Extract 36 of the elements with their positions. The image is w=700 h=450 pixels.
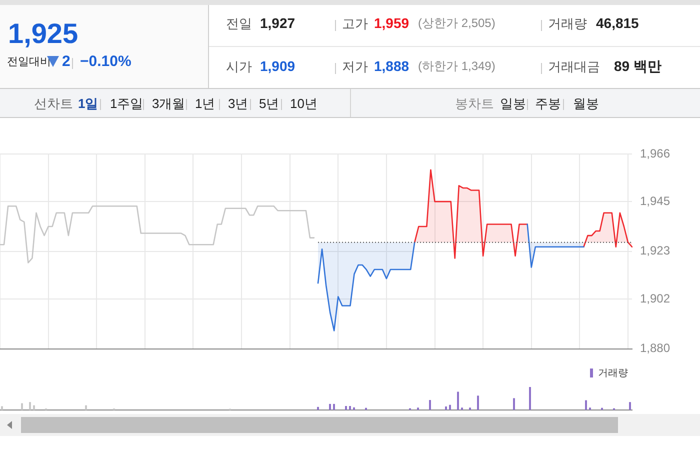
text: 고가 bbox=[342, 16, 368, 31]
text: 1,925 bbox=[8, 18, 78, 49]
text: 1주일 bbox=[110, 96, 144, 111]
y-tick-label: 1,966 bbox=[640, 146, 670, 160]
text: 46,815 bbox=[596, 15, 639, 31]
y-tick-label: 1,923 bbox=[640, 244, 670, 258]
text: 1,909 bbox=[260, 58, 296, 74]
y-tick-label: 1,945 bbox=[640, 194, 670, 208]
text: 전일대비 bbox=[7, 56, 51, 68]
y-tick-label: 1,902 bbox=[640, 291, 670, 306]
text: (상한가 2,505) bbox=[418, 16, 496, 30]
text: 10년 bbox=[290, 96, 318, 111]
text: (하한가 1,349) bbox=[418, 59, 496, 73]
text: 봉차트 bbox=[455, 96, 494, 111]
text: 1,927 bbox=[260, 15, 296, 31]
legend-label: 거래량 bbox=[598, 368, 628, 379]
text: 주봉 bbox=[535, 96, 561, 111]
text: 시가 bbox=[226, 59, 252, 74]
text: 2 bbox=[62, 53, 70, 70]
text: 1,888 bbox=[374, 58, 410, 74]
text: 일봉 bbox=[500, 96, 526, 111]
text: 거래대금 bbox=[548, 59, 600, 74]
text: 1,959 bbox=[374, 15, 410, 31]
text: 1일 bbox=[78, 96, 98, 111]
text: −0.10% bbox=[80, 53, 132, 70]
text: 거래량 bbox=[548, 16, 587, 31]
text: 저가 bbox=[342, 59, 368, 74]
text: 89 백만 bbox=[614, 58, 662, 74]
text: 1년 bbox=[195, 96, 216, 111]
text: 월봉 bbox=[573, 96, 599, 111]
text: 3년 bbox=[228, 96, 248, 111]
text: 전일 bbox=[226, 16, 252, 31]
text: 선차트 bbox=[34, 96, 73, 111]
text: 3개월 bbox=[152, 96, 186, 111]
text: 5년 bbox=[259, 96, 280, 111]
y-tick-label: 1,880 bbox=[640, 341, 670, 356]
